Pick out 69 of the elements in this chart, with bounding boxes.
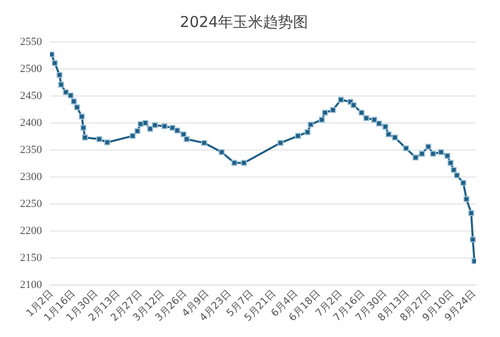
point (96, 136, 102, 142)
point (470, 236, 476, 243)
point (412, 154, 419, 160)
point (392, 134, 398, 141)
point (152, 122, 158, 128)
point (350, 102, 357, 108)
point (371, 116, 378, 123)
point (294, 132, 301, 139)
point (184, 136, 190, 142)
point (330, 107, 336, 113)
y-tick-label: 2550 (20, 36, 42, 48)
point (308, 122, 314, 128)
point (70, 98, 77, 104)
point (52, 60, 58, 66)
point (278, 140, 284, 146)
point (471, 258, 476, 264)
point (58, 82, 64, 88)
point (430, 150, 436, 157)
y-tick-label: 2150 (20, 252, 42, 264)
point (134, 128, 140, 134)
point (438, 149, 444, 156)
point (425, 144, 432, 150)
point (444, 152, 450, 159)
point (201, 140, 208, 146)
y-tick-label: 2450 (20, 90, 42, 102)
point (460, 180, 466, 186)
point (403, 145, 410, 152)
point (161, 123, 168, 130)
point (142, 120, 148, 126)
point (363, 115, 370, 122)
point (448, 160, 454, 166)
point (138, 121, 144, 128)
y-tick-label: 2400 (20, 116, 42, 129)
point (218, 149, 225, 156)
point (74, 104, 80, 110)
point (240, 160, 247, 166)
point (418, 150, 425, 157)
y-tick-label: 2250 (20, 198, 42, 210)
point (174, 128, 180, 134)
y-tick-label: 2100 (20, 278, 42, 291)
y-tick-label: 2300 (20, 170, 42, 183)
y-tick-label: 2200 (20, 224, 42, 237)
point (318, 116, 325, 123)
point (82, 134, 88, 141)
point (104, 139, 110, 146)
point (463, 196, 470, 202)
point (56, 72, 63, 78)
chart-title: 2024年玉米趋势图 (180, 12, 308, 31)
point (382, 124, 388, 130)
point (386, 131, 392, 138)
point (450, 166, 457, 173)
point (78, 114, 85, 120)
point (147, 126, 154, 132)
point (338, 96, 344, 103)
point (50, 51, 55, 58)
y-tick-label: 2350 (20, 144, 42, 156)
point (68, 92, 74, 98)
point (180, 131, 186, 138)
point (62, 89, 69, 96)
point (322, 110, 328, 116)
point (80, 124, 86, 131)
point (304, 129, 310, 136)
point (376, 120, 382, 126)
y-tick-label: 2500 (20, 62, 42, 75)
point (358, 110, 365, 116)
point (454, 172, 460, 178)
point (468, 210, 474, 216)
point (130, 132, 136, 139)
point (231, 160, 238, 166)
